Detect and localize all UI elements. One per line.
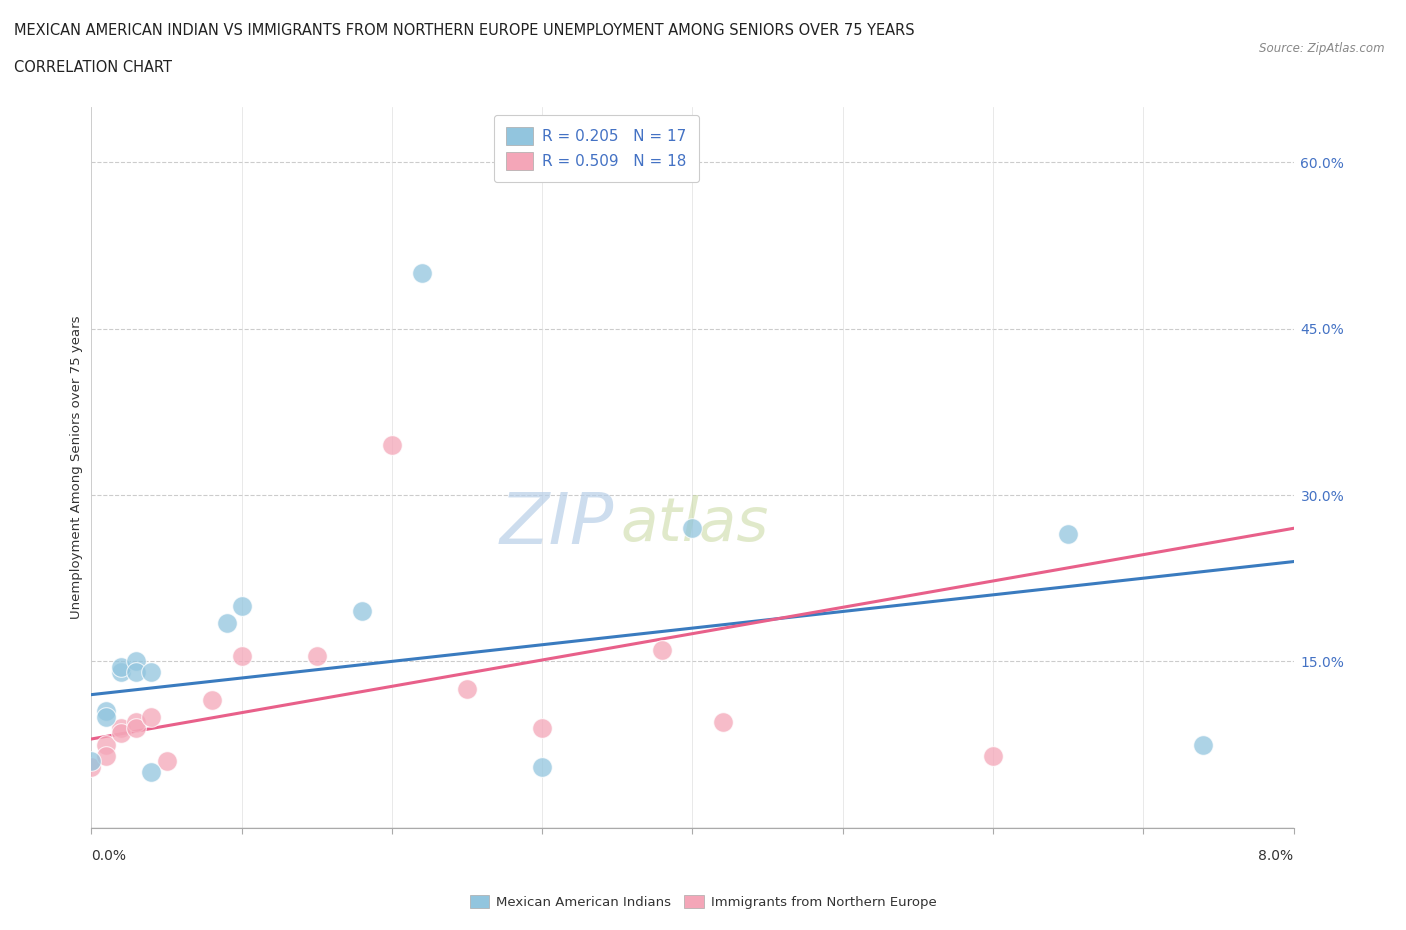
Text: MEXICAN AMERICAN INDIAN VS IMMIGRANTS FROM NORTHERN EUROPE UNEMPLOYMENT AMONG SE: MEXICAN AMERICAN INDIAN VS IMMIGRANTS FR…: [14, 23, 915, 38]
Point: [141, 665, 163, 680]
Point: [981, 748, 1004, 763]
Point: [125, 654, 148, 669]
Point: [80, 759, 103, 774]
Point: [305, 648, 328, 663]
Point: [110, 726, 132, 741]
Point: [231, 599, 253, 614]
Point: [681, 521, 703, 536]
Point: [456, 682, 478, 697]
Point: [1192, 737, 1215, 752]
Point: [411, 266, 433, 281]
Point: [215, 615, 238, 630]
Point: [531, 759, 554, 774]
Point: [110, 721, 132, 736]
Point: [96, 704, 118, 719]
Point: [110, 659, 132, 674]
Point: [96, 748, 118, 763]
Point: [231, 648, 253, 663]
Point: [155, 753, 177, 768]
Text: atlas: atlas: [620, 496, 769, 554]
Point: [110, 665, 132, 680]
Text: ZIP: ZIP: [501, 490, 614, 560]
Point: [141, 710, 163, 724]
Point: [531, 721, 554, 736]
Point: [201, 693, 224, 708]
Text: 8.0%: 8.0%: [1258, 849, 1294, 863]
Point: [350, 604, 373, 619]
Point: [125, 665, 148, 680]
Point: [125, 715, 148, 730]
Point: [651, 643, 673, 658]
Point: [80, 753, 103, 768]
Point: [141, 764, 163, 779]
Y-axis label: Unemployment Among Seniors over 75 years: Unemployment Among Seniors over 75 years: [70, 315, 83, 619]
Point: [125, 721, 148, 736]
Point: [96, 737, 118, 752]
Text: 0.0%: 0.0%: [91, 849, 127, 863]
Point: [96, 710, 118, 724]
Legend: R = 0.205   N = 17, R = 0.509   N = 18: R = 0.205 N = 17, R = 0.509 N = 18: [494, 114, 699, 182]
Legend: Mexican American Indians, Immigrants from Northern Europe: Mexican American Indians, Immigrants fro…: [464, 889, 942, 914]
Text: CORRELATION CHART: CORRELATION CHART: [14, 60, 172, 75]
Point: [1057, 526, 1080, 541]
Point: [381, 438, 404, 453]
Point: [711, 715, 734, 730]
Text: Source: ZipAtlas.com: Source: ZipAtlas.com: [1260, 42, 1385, 55]
